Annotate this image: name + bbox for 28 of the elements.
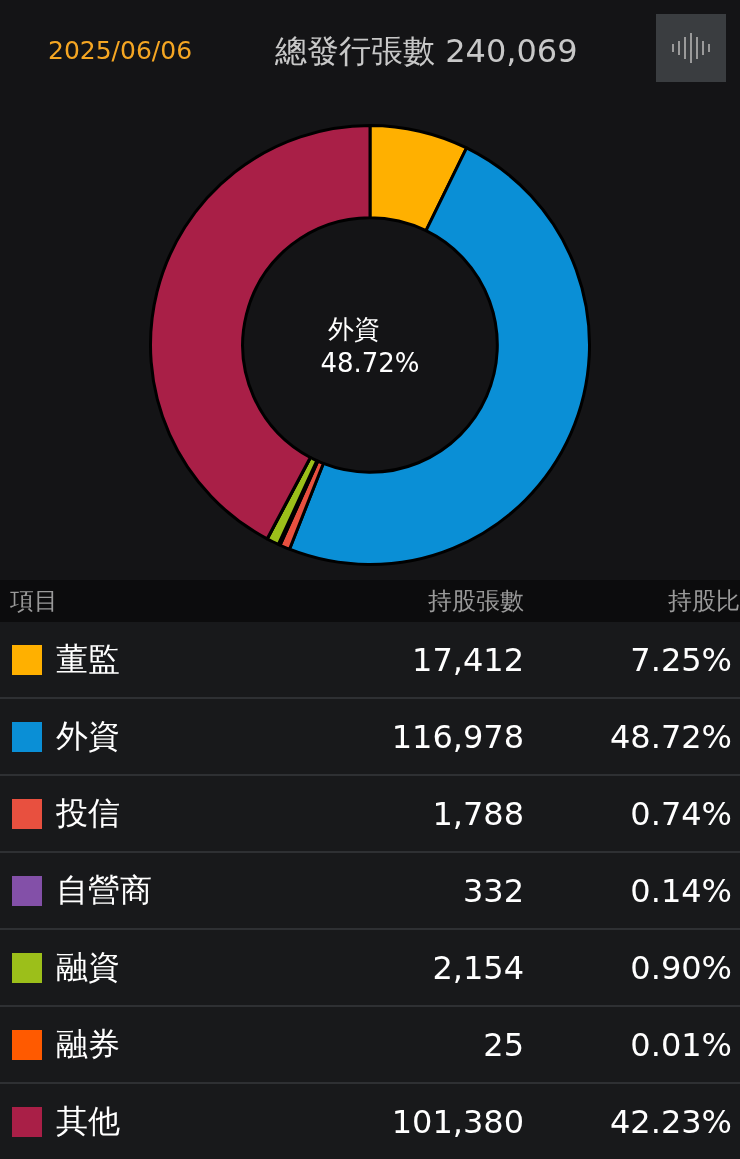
text: 17,412: [412, 640, 524, 679]
data-label: 48.72%: [320, 347, 420, 378]
text: 1,788: [432, 794, 524, 833]
legend-label: 自營商: [56, 869, 152, 911]
text: 持股張數: [427, 586, 524, 617]
data-label: 42.23%: [609, 1102, 732, 1141]
text: 332: [462, 871, 524, 910]
legend-label: 外資: [56, 715, 120, 757]
text: 項目: [9, 586, 59, 617]
legend-label: 董監: [56, 638, 120, 680]
data-label: 0.90%: [629, 948, 732, 987]
data-label: 0.14%: [629, 871, 732, 910]
data-label: 7.25%: [629, 640, 732, 679]
legend-label: 融資: [56, 946, 120, 988]
legend-label: 投信: [56, 792, 120, 834]
legend-label: 其他: [56, 1100, 120, 1142]
text: 25: [483, 1025, 524, 1064]
text: 2,154: [432, 948, 524, 987]
chart-subtitle: 2025/06/06: [48, 36, 193, 65]
slice-label: 外資: [328, 313, 380, 344]
text: 101,380: [391, 1102, 524, 1141]
data-label: 0.74%: [629, 794, 732, 833]
text: 48.72%: [609, 717, 732, 756]
text: 持股比: [667, 586, 740, 617]
legend-label: 融券: [56, 1023, 120, 1065]
data-label: 0.01%: [629, 1025, 732, 1064]
text: 116,978: [391, 717, 524, 756]
chart-title: 總發行張數 240,069: [275, 31, 578, 72]
